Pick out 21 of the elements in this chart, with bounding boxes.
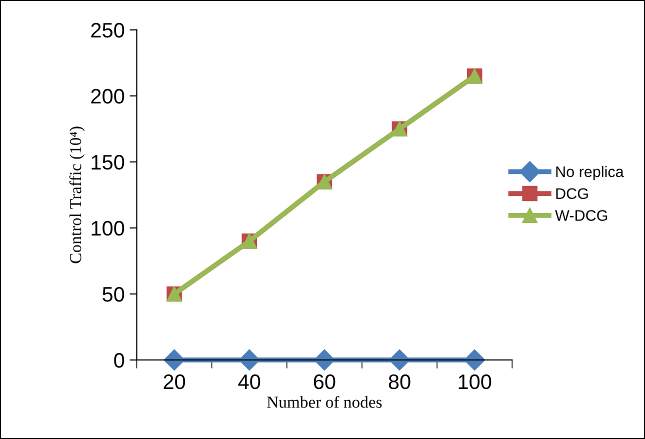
y-tick-label: 100 [92,220,124,236]
x-tick-label: 40 [238,374,260,390]
x-tick-label: 60 [314,374,336,390]
point [464,349,486,370]
y-tick-label: 50 [102,286,124,302]
y-tick-label: 150 [92,154,124,170]
point [164,349,185,370]
y-tick-label: 0 [114,352,124,368]
point [314,349,335,370]
legend-label: DCG [556,188,588,200]
x-tick-label: 100 [458,374,492,390]
x-tick-label: 80 [388,374,410,390]
point [388,349,410,370]
x-axis-title: Number of nodes [267,396,382,408]
x-tick-label: 20 [164,374,186,390]
point [238,349,260,370]
legend-label: W-DCG [555,210,608,221]
legend-label: No replica [556,166,624,180]
y-tick-label: 200 [91,88,124,104]
y-tick-label: 250 [91,22,124,38]
y-axis-title: Control Traffic (10⁴) [69,126,85,264]
